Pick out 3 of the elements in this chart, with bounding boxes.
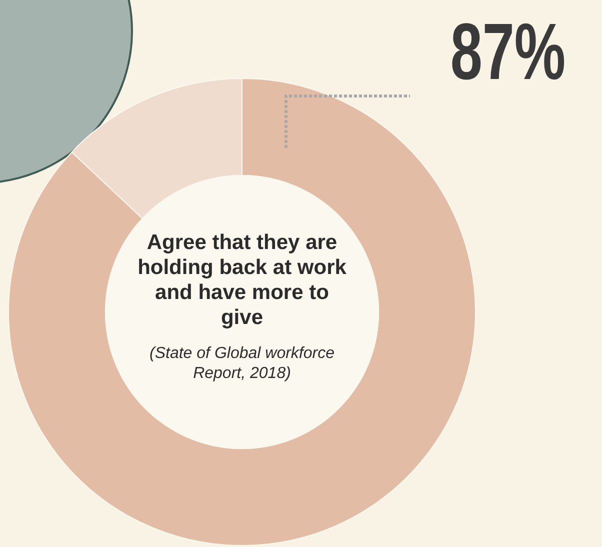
data-label: 87% xyxy=(450,6,566,96)
text: Agree that they are holding back at work and have more to give xyxy=(136,230,348,330)
text: (State of Global workforce Report, 2018) xyxy=(148,344,336,384)
